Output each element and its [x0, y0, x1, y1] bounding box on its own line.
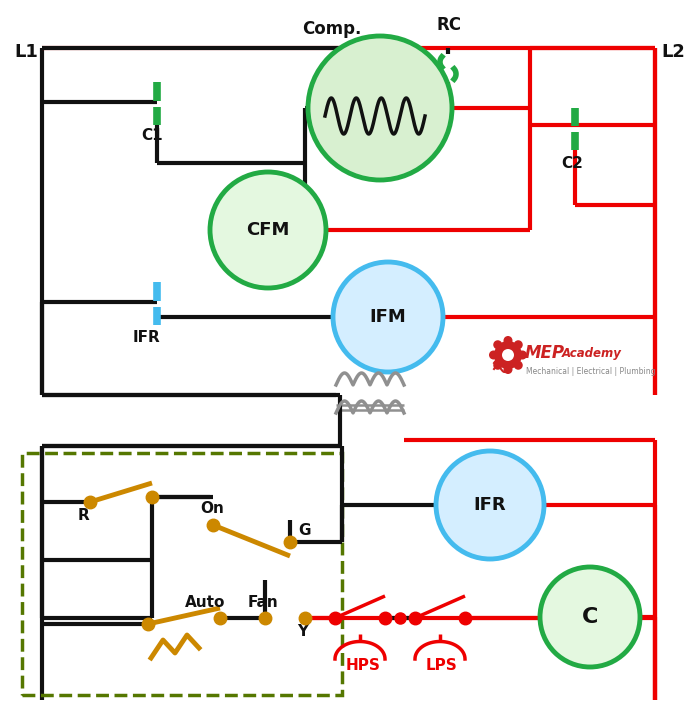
Text: IFR: IFR [474, 496, 506, 514]
Text: IFR: IFR [133, 330, 161, 345]
Circle shape [333, 262, 443, 372]
Circle shape [493, 341, 503, 349]
Text: Y: Y [297, 624, 308, 639]
Text: C: C [582, 607, 598, 627]
Text: L2: L2 [661, 43, 685, 61]
Circle shape [502, 349, 514, 361]
Text: CFM: CFM [246, 221, 290, 239]
Text: C2: C2 [561, 156, 583, 171]
Text: G: G [298, 523, 310, 538]
Text: C1: C1 [141, 128, 163, 143]
Text: RC: RC [436, 16, 461, 34]
Text: HPS: HPS [346, 658, 381, 673]
Circle shape [436, 451, 544, 559]
Text: Fan: Fan [248, 595, 279, 610]
Circle shape [518, 351, 527, 360]
Circle shape [489, 351, 498, 360]
Circle shape [514, 360, 523, 370]
Text: IFM: IFM [370, 308, 406, 326]
Circle shape [514, 341, 523, 349]
Text: Auto: Auto [185, 595, 226, 610]
Text: Comp.: Comp. [302, 20, 361, 38]
Circle shape [493, 360, 503, 370]
Text: Academy: Academy [562, 346, 622, 360]
Circle shape [503, 336, 512, 345]
Circle shape [308, 36, 452, 180]
Text: On: On [200, 501, 224, 516]
Text: LPS: LPS [426, 658, 458, 673]
Text: MEP: MEP [525, 344, 565, 362]
Circle shape [503, 365, 512, 374]
Text: Mechanical | Electrical | Plumbing: Mechanical | Electrical | Plumbing [526, 366, 656, 375]
Text: L1: L1 [14, 43, 38, 61]
Circle shape [494, 341, 522, 369]
Circle shape [210, 172, 326, 288]
Circle shape [540, 567, 640, 667]
Text: R: R [78, 508, 90, 523]
